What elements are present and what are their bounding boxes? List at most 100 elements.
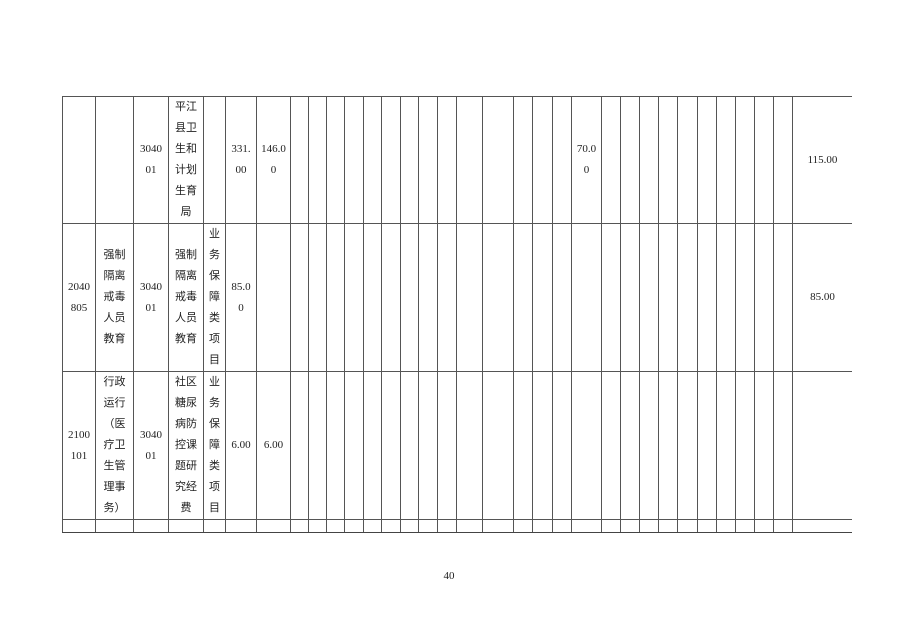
- table-cell: [716, 96, 736, 224]
- table-cell: [363, 519, 382, 532]
- table-cell: [400, 519, 419, 532]
- table-cell: [552, 371, 572, 520]
- table-cell: [658, 519, 678, 532]
- table-cell: [381, 223, 401, 372]
- table-cell: [735, 371, 755, 520]
- table-cell: [773, 223, 793, 372]
- table-cell: [400, 371, 419, 520]
- table-cell: 304001: [133, 519, 169, 532]
- cell-text: 业务保障类项目: [209, 376, 220, 514]
- table-cell: 2040805: [62, 223, 96, 372]
- table-cell: [456, 96, 483, 224]
- table-cell: 业务保障类项目: [203, 223, 226, 372]
- table-cell: [381, 519, 401, 532]
- table-cell: [735, 223, 755, 372]
- budget-table: 304001 平江县卫生和计划生育局 331.00 146.00 70.00 115.00…: [62, 96, 852, 532]
- table-cell: [601, 371, 621, 520]
- table-cell: [363, 371, 382, 520]
- table-cell: 业务保障类项目: [203, 371, 226, 520]
- table-cell: [456, 519, 483, 532]
- table-cell: [203, 96, 226, 224]
- table-cell: [552, 519, 572, 532]
- table-cell: 30.00: [571, 519, 602, 532]
- table-cell: [735, 96, 755, 224]
- table-cell: [552, 223, 572, 372]
- table-cell: [620, 96, 640, 224]
- cell-text: 平江县卫生和计划生育局: [175, 101, 197, 218]
- table-cell: 6.00: [225, 371, 257, 520]
- table-cell: [658, 371, 678, 520]
- table-cell: [308, 223, 327, 372]
- cell-text: 业务保障类项目: [209, 228, 220, 366]
- table-cell: [639, 96, 659, 224]
- table-cell: [308, 519, 327, 532]
- table-row: 304001 平江县卫生和计划生育局 331.00 146.00 70.00 115.00: [62, 96, 852, 224]
- table-cell: 70.00: [571, 96, 602, 224]
- table-cell: [344, 96, 364, 224]
- table-cell: [513, 519, 533, 532]
- budget-table-container: 304001 平江县卫生和计划生育局 331.00 146.00 70.00 115.00…: [62, 96, 852, 533]
- table-cell: 85.00: [792, 223, 852, 372]
- table-cell: [697, 96, 717, 224]
- table-cell: [754, 96, 774, 224]
- table-cell: [716, 223, 736, 372]
- table-cell: [716, 519, 736, 532]
- table-cell: [482, 371, 514, 520]
- table-cell: [735, 519, 755, 532]
- table-cell: [773, 96, 793, 224]
- table-cell: 40.00: [256, 519, 291, 532]
- table-cell: [290, 371, 309, 520]
- cell-text: 强制隔离戒毒人员教育: [103, 249, 126, 345]
- table-row: 2100101 行政运行（医疗卫生管理事务） 304001 社区糖尿病防控课题研究经费…: [62, 371, 852, 520]
- table-cell: 304001: [133, 96, 169, 224]
- table-cell: [418, 371, 438, 520]
- table-cell: [308, 371, 327, 520]
- cell-text: 2100101: [68, 428, 90, 462]
- table-row: 2040805 强制隔离戒毒人员教育 304001 强制隔离戒毒人员教育 业务保障类项目…: [62, 223, 852, 372]
- table-cell: [620, 519, 640, 532]
- table-cell: [290, 519, 309, 532]
- table-cell: [601, 519, 621, 532]
- table-cell: [482, 519, 514, 532]
- table-cell: [344, 519, 364, 532]
- table-cell: 业务保障类: [203, 519, 226, 532]
- table-cell: [418, 223, 438, 372]
- table-cell: [363, 223, 382, 372]
- table-cell: 行政运行（医疗卫生管: [95, 519, 134, 532]
- cell-text: 115.00: [807, 153, 838, 166]
- cell-text: 85.00: [810, 291, 835, 303]
- table-cell: 115.00: [792, 96, 852, 224]
- table-cell: [677, 371, 698, 520]
- table-cell: 85.00: [225, 223, 257, 372]
- table-cell: [326, 519, 345, 532]
- table-cell: [482, 223, 514, 372]
- table-cell: 146.00: [256, 96, 291, 224]
- table-cell: [418, 519, 438, 532]
- table-cell: [571, 371, 602, 520]
- table-cell: [308, 96, 327, 224]
- table-cell: [601, 96, 621, 224]
- table-cell: [400, 223, 419, 372]
- table-cell: [344, 223, 364, 372]
- table-cell: 强制隔离戒毒人员教育: [168, 223, 204, 372]
- table-cell: 100.00: [225, 519, 257, 532]
- table-cell: [532, 519, 553, 532]
- table-cell: [532, 96, 553, 224]
- table-cell: 30.00: [792, 519, 852, 532]
- table-cell: 2100101: [62, 519, 96, 532]
- table-cell: 6.00: [256, 371, 291, 520]
- table-cell: [677, 96, 698, 224]
- cell-text: 6.00: [231, 439, 251, 451]
- table-cell: [513, 223, 533, 372]
- cell-text: 6.00: [263, 439, 284, 451]
- table-cell: [639, 371, 659, 520]
- table-cell: [400, 96, 419, 224]
- table-cell: [620, 371, 640, 520]
- table-cell: 社区糖尿病防控课题研究经费: [168, 371, 204, 520]
- table-cell: [552, 96, 572, 224]
- table-cell: 平江县卫生和计划生育局: [168, 96, 204, 224]
- table-cell: 强制隔离戒毒人员教育: [95, 223, 134, 372]
- table-cell: [62, 96, 96, 224]
- table-cell: [532, 371, 553, 520]
- cell-text: 社区糖尿病防控课题研究经费: [175, 376, 197, 514]
